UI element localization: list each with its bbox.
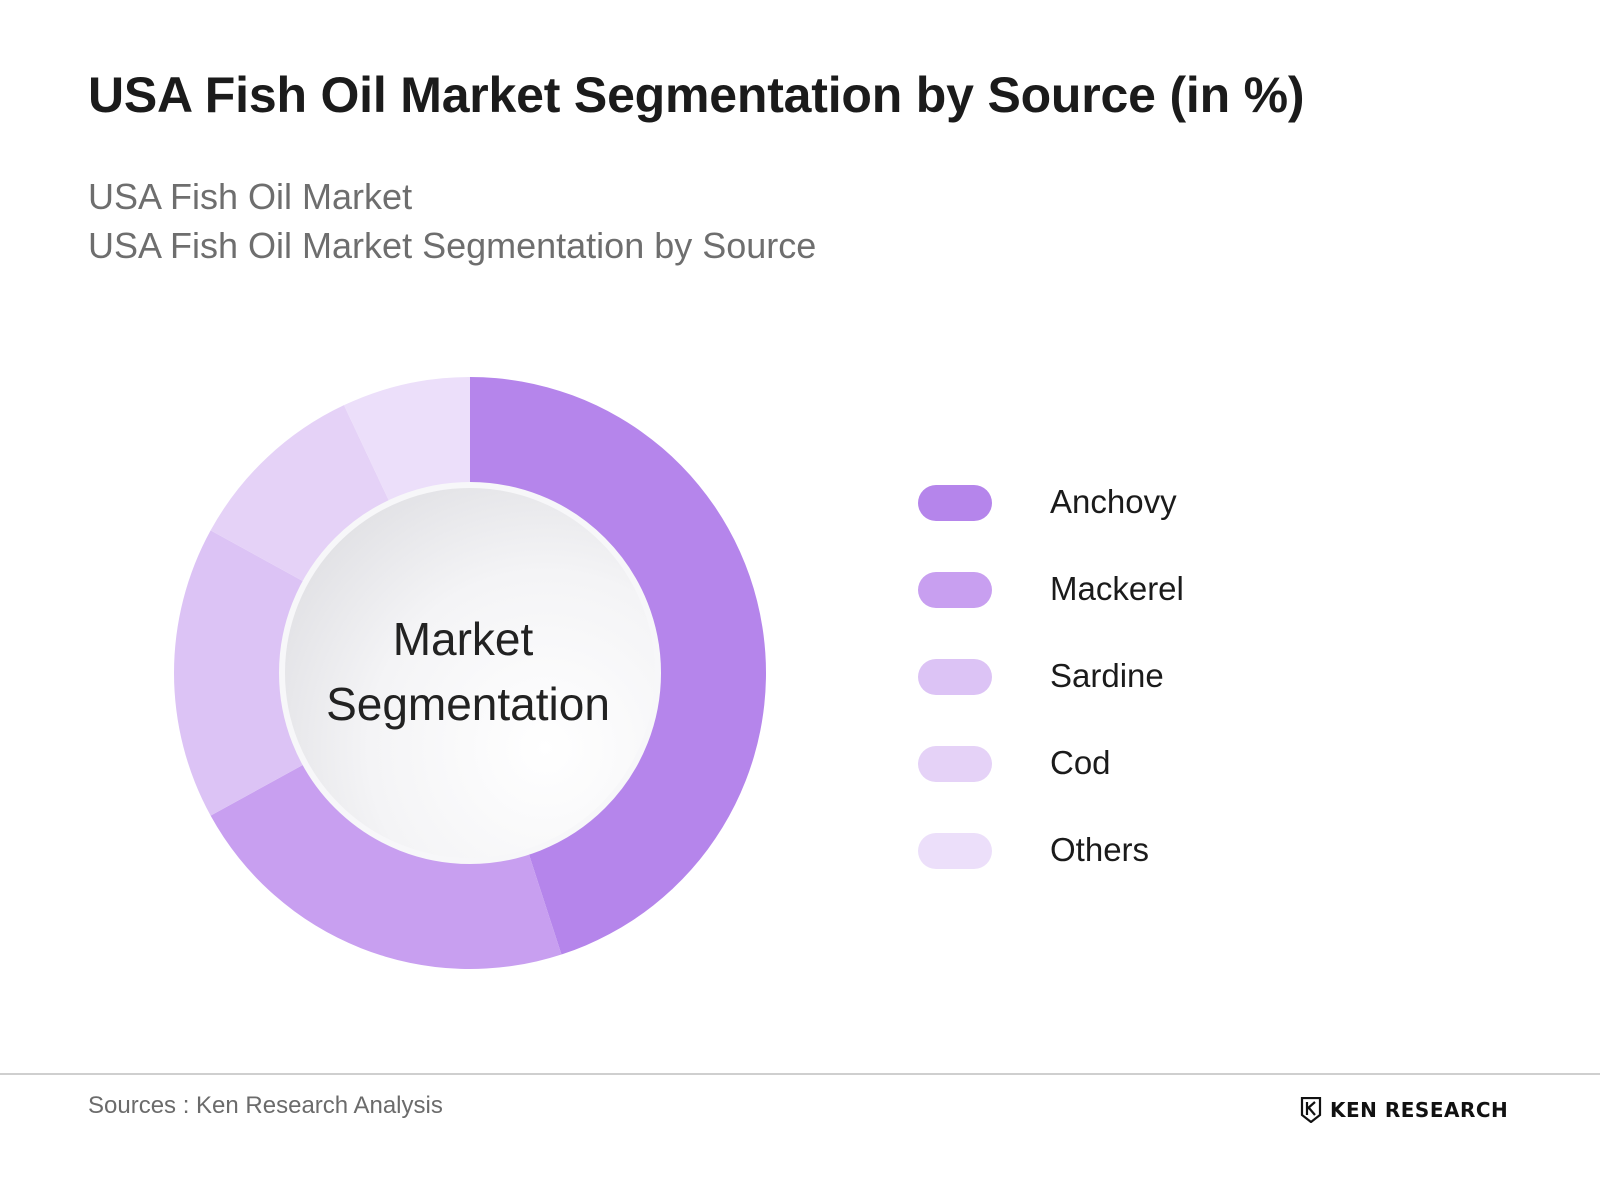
center-label-line1: Market	[393, 613, 534, 665]
legend-label-anchovy: Anchovy	[1050, 483, 1177, 520]
donut-slice-sardine	[173, 530, 306, 816]
donut-slice-cod	[210, 405, 390, 583]
brand-logo: KEN RESEARCH	[1300, 1093, 1508, 1127]
page-title: USA Fish Oil Market Segmentation by Sour…	[88, 67, 1305, 123]
donut-slice-mackerel	[210, 763, 562, 970]
subtitle-segmentation: USA Fish Oil Market Segmentation by Sour…	[88, 225, 817, 266]
legend-swatch-anchovy	[918, 485, 992, 521]
source-note: Sources : Ken Research Analysis	[88, 1092, 443, 1119]
legend-label-mackerel: Mackerel	[1050, 570, 1184, 607]
ken-research-logo-icon	[1300, 1097, 1322, 1123]
legend-swatch-mackerel	[918, 572, 992, 608]
brand-name: KEN RESEARCH	[1330, 1098, 1509, 1122]
footer-divider	[0, 1073, 1600, 1075]
donut-slice-anchovy	[470, 377, 766, 955]
legend-label-cod: Cod	[1050, 744, 1111, 781]
legend-swatch-others	[918, 833, 992, 869]
donut-hole	[279, 482, 661, 864]
legend-swatch-cod	[918, 746, 992, 782]
center-label-line2: Segmentation	[326, 678, 610, 730]
donut-slice-others	[343, 377, 470, 503]
subtitle-market: USA Fish Oil Market	[88, 176, 413, 217]
legend-label-sardine: Sardine	[1050, 657, 1164, 694]
legend-label-others: Others	[1050, 831, 1150, 868]
legend-swatch-sardine	[918, 659, 992, 695]
